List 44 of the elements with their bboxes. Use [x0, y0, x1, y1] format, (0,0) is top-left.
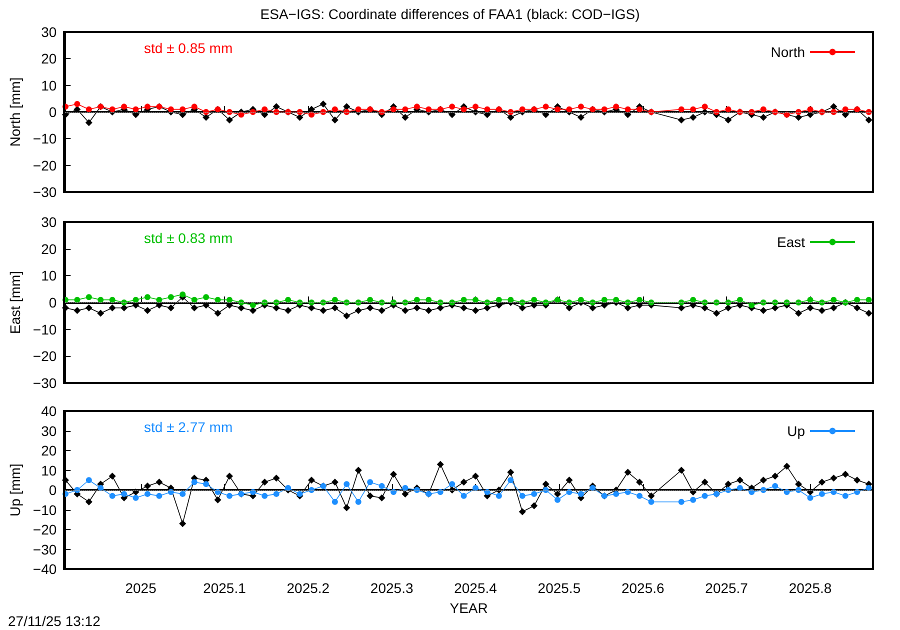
x-tick-label: 2025.7	[705, 580, 748, 596]
legend-label: East	[776, 234, 806, 250]
x-tick-label: 2025.1	[203, 580, 246, 596]
y-tick-label: 30	[41, 214, 57, 230]
y-tick-label: 10	[41, 77, 57, 94]
legend-label: Up	[787, 423, 806, 439]
y-tick-label: 0	[48, 482, 57, 498]
y-tick-label: −30	[32, 184, 57, 200]
x-tick-label: 2025.8	[788, 580, 832, 596]
x-tick-label: 2025.5	[538, 580, 581, 596]
y-tick-label: 40	[41, 403, 57, 419]
y-axis-title: East [mm]	[7, 270, 23, 334]
y-tick-label: −30	[32, 541, 57, 558]
y-tick-label: 20	[41, 442, 57, 458]
legend-label: North	[770, 44, 805, 60]
y-tick-label: −20	[32, 348, 57, 364]
y-tick-label: −10	[32, 130, 57, 147]
y-tick-label: −20	[32, 522, 57, 538]
y-tick-label: −20	[32, 157, 57, 174]
y-tick-label: 30	[41, 422, 57, 439]
y-tick-label: −10	[32, 321, 57, 338]
chart-title: ESA−IGS: Coordinate differences of FAA1 (black: COD−IGS)	[260, 6, 640, 22]
y-tick-label: −40	[32, 561, 57, 577]
y-tick-label: −10	[32, 502, 57, 518]
annotation: std ± 0.83 mm	[144, 230, 233, 246]
x-tick-label: 2025.2	[286, 580, 330, 596]
y-tick-label: 10	[41, 462, 57, 478]
x-tick-label: 2025.4	[454, 580, 498, 596]
annotation: std ± 0.85 mm	[144, 40, 233, 56]
y-tick-label: 10	[41, 268, 57, 284]
y-tick-label: 20	[41, 240, 57, 257]
y-tick-label: 20	[41, 50, 57, 67]
y-tick-label: 30	[41, 24, 57, 40]
y-tick-label: 0	[48, 294, 57, 310]
y-axis-title: Up [mm]	[7, 464, 23, 516]
text: 27/11/25 13:12	[8, 613, 101, 629]
annotation: std ± 2.77 mm	[144, 419, 233, 435]
y-axis-title: North [mm]	[7, 77, 23, 147]
x-tick-label: 2025	[125, 580, 157, 596]
y-tick-label: −30	[32, 375, 57, 391]
y-tick-label: 0	[48, 104, 57, 120]
x-tick-label: 2025.6	[621, 580, 664, 596]
x-tick-label: 2025.3	[370, 580, 414, 596]
x-axis-title: YEAR	[450, 600, 488, 616]
